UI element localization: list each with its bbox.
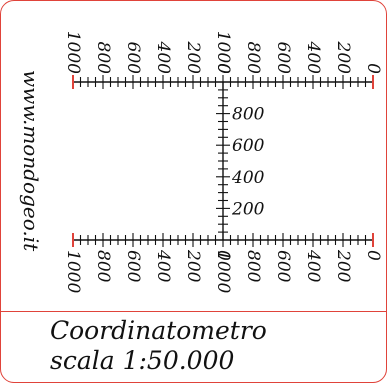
top-ruler-label: 0 [363, 63, 383, 74]
scale-label: scala 1:50.000 [50, 346, 235, 375]
bottom-ruler-label: 1000 [63, 250, 83, 293]
top-ruler-label: 0 [213, 63, 233, 74]
top-ruler-label: 800 [93, 42, 113, 75]
top-ruler-label: 1000 [213, 31, 233, 74]
bottom-ruler-label: 400 [303, 249, 323, 283]
top-ruler-label: 1000 [63, 31, 83, 74]
top-ruler-label: 800 [243, 42, 263, 75]
vertical-ruler-label: 200 [231, 199, 265, 219]
vertical-ruler-label: 600 [232, 136, 265, 156]
vertical-ruler-label: 800 [232, 105, 265, 125]
bottom-ruler-label: 200 [333, 249, 353, 283]
footer: Coordinatometro scala 1:50.000 [50, 316, 267, 376]
website-label: www.mondogeo.it [19, 70, 43, 252]
vertical-ruler-label: 400 [231, 168, 265, 188]
top-ruler-label: 600 [273, 42, 293, 75]
bottom-ruler-label: 600 [123, 250, 143, 283]
top-ruler-label: 200 [333, 41, 353, 75]
bottom-ruler-label: 0 [213, 250, 233, 261]
bottom-ruler-label: 800 [243, 250, 263, 283]
title-label: Coordinatometro [50, 316, 267, 345]
bottom-ruler-label: 600 [273, 250, 293, 283]
top-ruler-label: 400 [303, 41, 323, 75]
top-ruler-label: 200 [183, 41, 203, 75]
bottom-ruler-label: 400 [153, 249, 173, 283]
top-ruler-label: 600 [123, 42, 143, 75]
bottom-ruler-label: 1000 [213, 250, 233, 293]
top-ruler-label: 400 [153, 41, 173, 75]
bottom-ruler-label: 0 [363, 250, 383, 261]
divider-line [0, 311, 387, 312]
bottom-ruler-label: 200 [183, 249, 203, 283]
bottom-ruler-label: 800 [93, 250, 113, 283]
